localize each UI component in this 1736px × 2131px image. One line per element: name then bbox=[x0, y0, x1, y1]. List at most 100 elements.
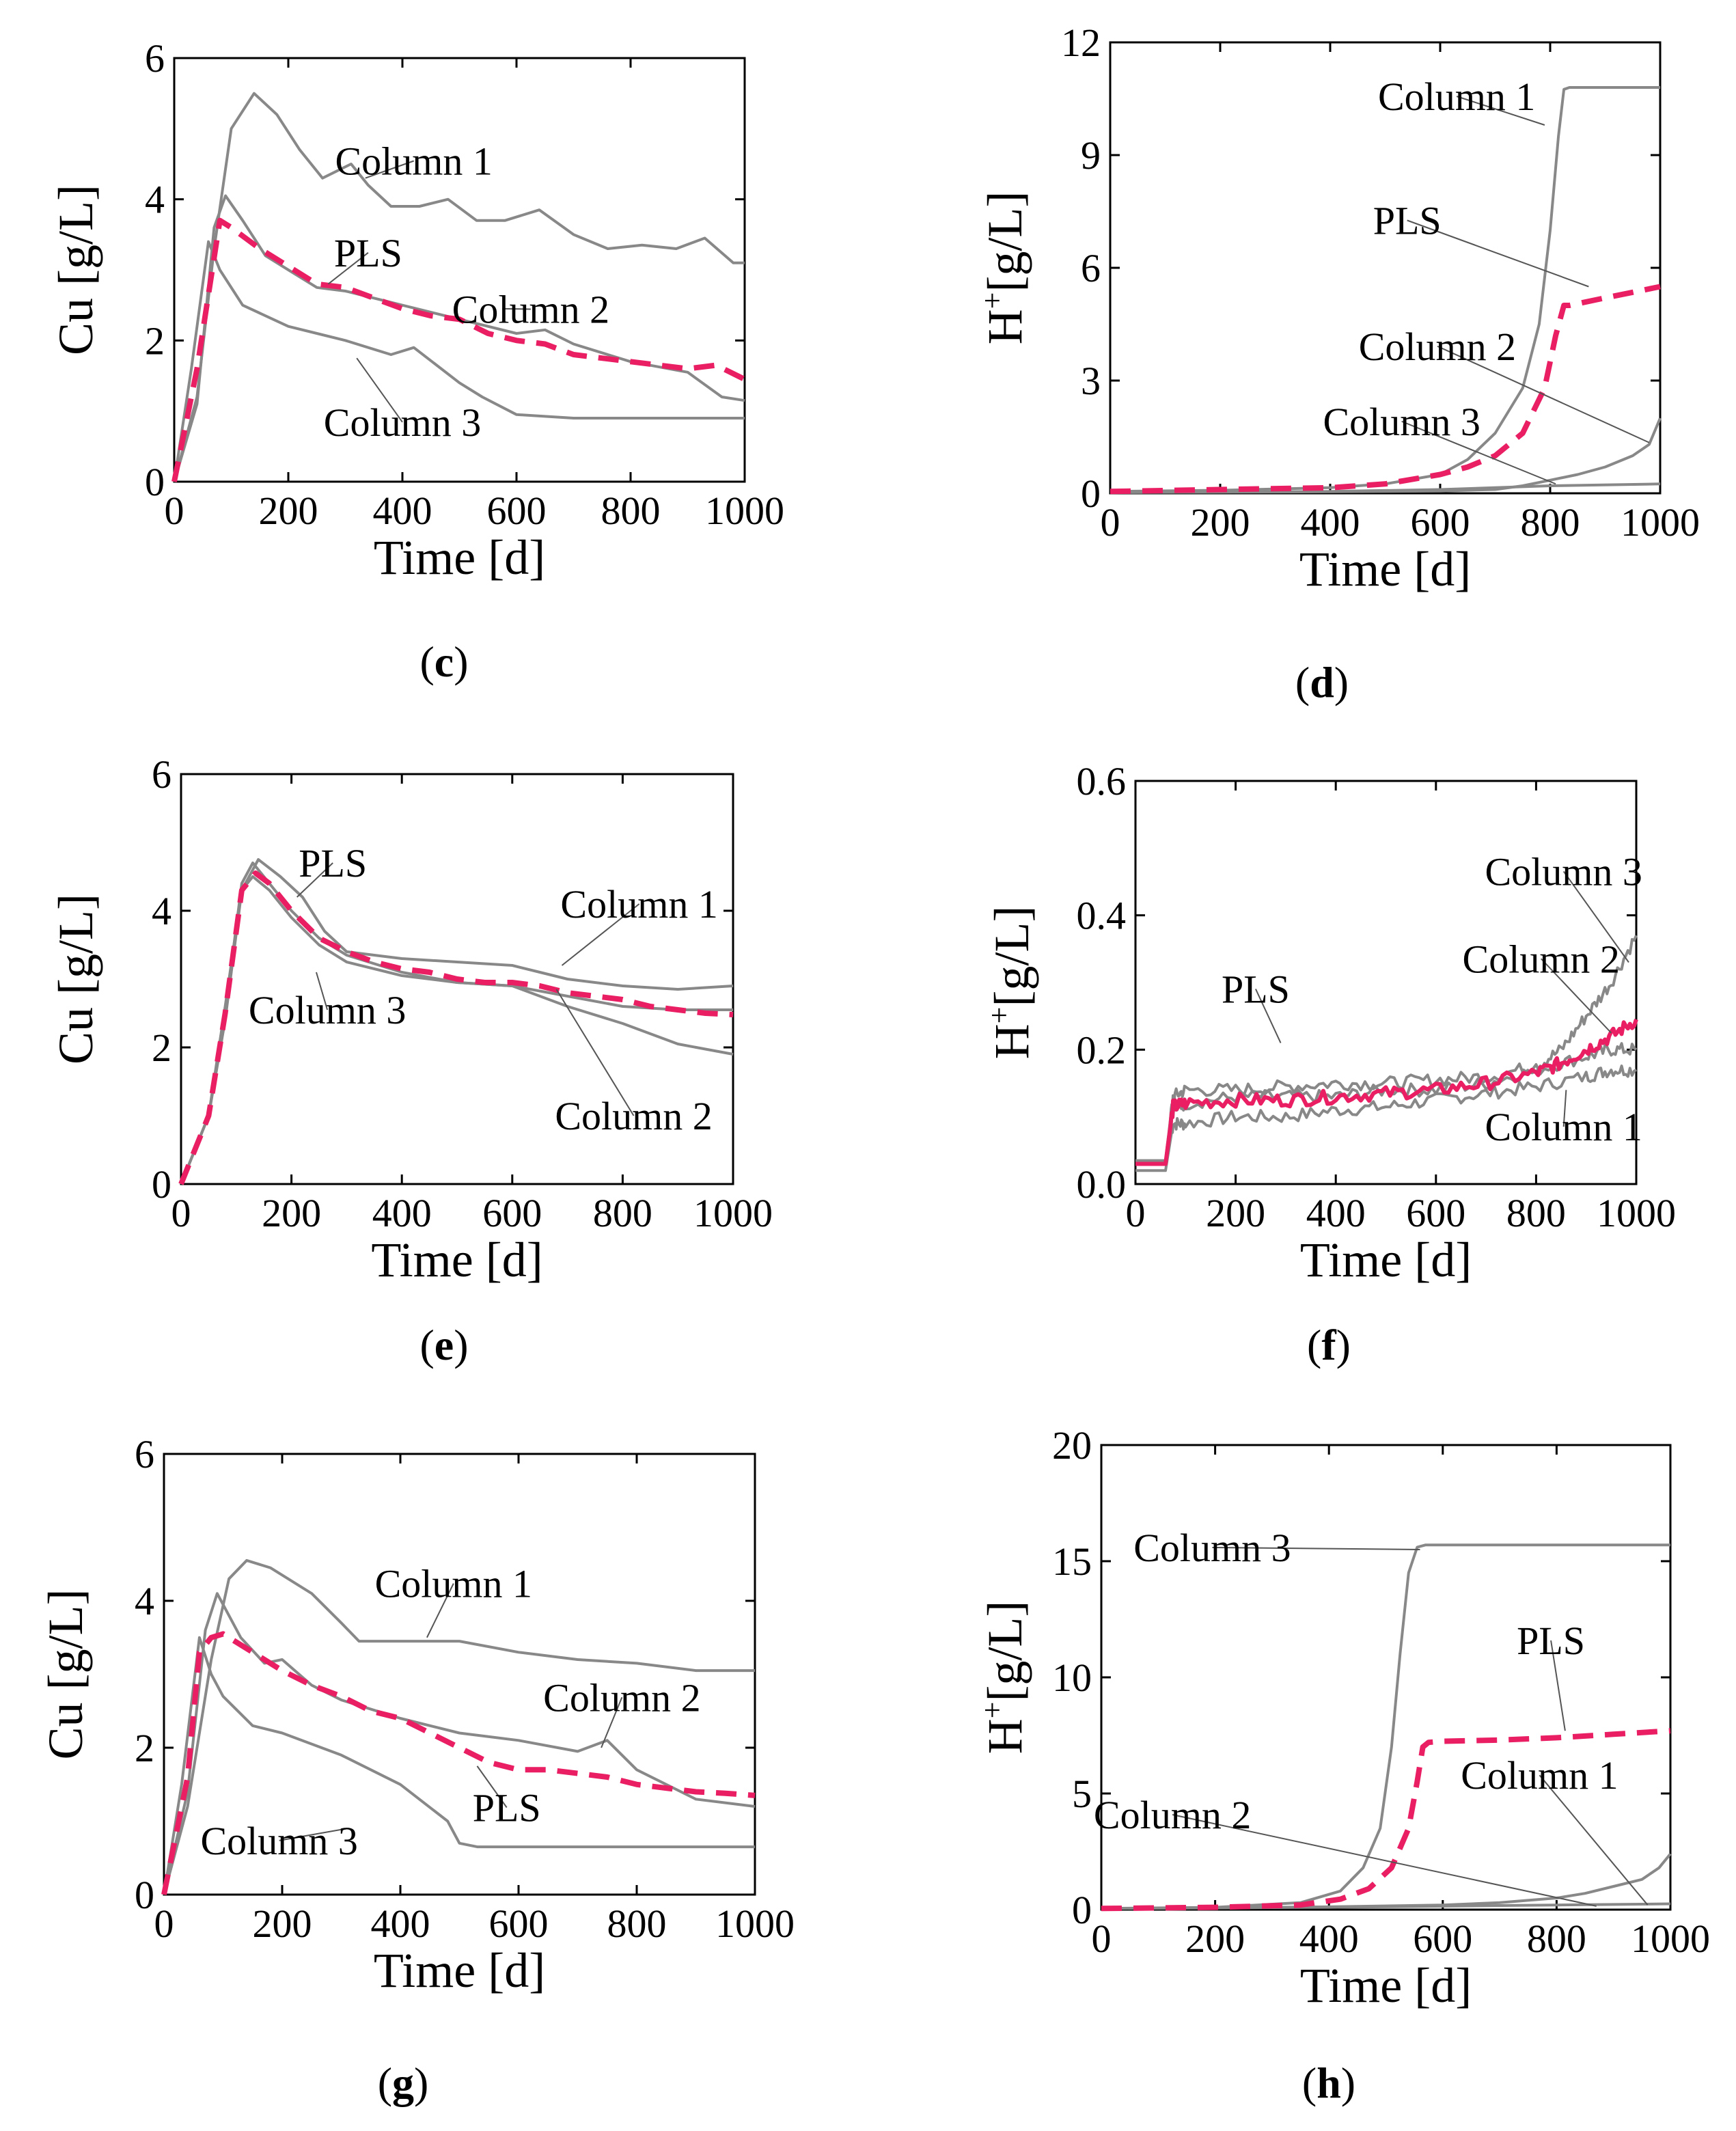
y-tick-label: 12 bbox=[1061, 20, 1101, 65]
chart-panel-e: 0 200 400 600 800 1000 0 2 4 6 Time [d] Cu [g/L] PLS… bbox=[49, 752, 773, 1369]
y-tick-label: 5 bbox=[1072, 1772, 1092, 1816]
x-tick-label: 200 bbox=[1191, 500, 1250, 545]
annotation-leader bbox=[1212, 1547, 1420, 1550]
y-tick-label: 0 bbox=[145, 460, 165, 504]
annotation-column-1: Column 1 bbox=[335, 139, 492, 184]
panel-caption: (h) bbox=[1302, 2059, 1355, 2107]
x-tick-label: 600 bbox=[489, 1901, 549, 1946]
annotation-column-3: Column 3 bbox=[200, 1819, 357, 1863]
annotation-column-2: Column 2 bbox=[452, 288, 609, 332]
y-tick-label: 2 bbox=[152, 1026, 171, 1070]
annotation-pls: PLS bbox=[1373, 199, 1442, 243]
x-tick-label: 200 bbox=[253, 1901, 312, 1946]
y-tick-label: 9 bbox=[1081, 133, 1101, 178]
y-tick-label: 4 bbox=[152, 889, 171, 933]
annotation-leader bbox=[1407, 219, 1589, 288]
annotation-column-1: Column 1 bbox=[1485, 1105, 1642, 1149]
x-tick-label: 800 bbox=[1506, 1191, 1566, 1235]
x-tick-label: 0 bbox=[1092, 1916, 1112, 1961]
series-line-column-3 bbox=[1110, 482, 1661, 494]
annotation-pls: PLS bbox=[334, 231, 402, 275]
y-tick-label: 0 bbox=[1072, 1888, 1092, 1932]
y-tick-label: 6 bbox=[135, 1432, 154, 1476]
x-tick-label: 400 bbox=[1306, 1191, 1366, 1235]
series-line-pls bbox=[1101, 1728, 1671, 1912]
y-axis-label: Cu [g/L] bbox=[38, 1589, 93, 1760]
y-tick-label: 6 bbox=[145, 36, 165, 81]
x-tick-label: 1000 bbox=[715, 1901, 795, 1946]
y-tick-label: 20 bbox=[1052, 1423, 1092, 1468]
y-tick-label: 6 bbox=[1081, 246, 1101, 290]
annotation-column-2: Column 2 bbox=[543, 1675, 700, 1720]
x-axis-label: Time [d] bbox=[374, 1943, 545, 1998]
x-tick-label: 400 bbox=[1299, 1916, 1359, 1961]
y-tick-label: 0.0 bbox=[1077, 1162, 1127, 1207]
series-line-column-3 bbox=[163, 1636, 755, 1895]
panel-caption: (d) bbox=[1295, 658, 1349, 706]
x-tick-label: 1000 bbox=[1597, 1191, 1676, 1235]
y-tick-label: 0.4 bbox=[1077, 894, 1127, 938]
annotation-column-3: Column 3 bbox=[1485, 849, 1642, 894]
chart-panel-d: 0 200 400 600 800 1000 0 3 6 9 12 Time [d] H+[g/L] Co… bbox=[976, 20, 1700, 706]
annotation-leader bbox=[561, 903, 640, 966]
series-line-column-2 bbox=[1101, 1902, 1671, 1910]
annotation-leader bbox=[1437, 345, 1650, 443]
x-tick-label: 200 bbox=[262, 1191, 321, 1235]
x-tick-label: 0 bbox=[1101, 500, 1120, 545]
annotation-column-3: Column 3 bbox=[1133, 1526, 1291, 1570]
x-tick-label: 1000 bbox=[693, 1191, 773, 1235]
x-axis-label: Time [d] bbox=[371, 1233, 542, 1287]
plot-frame bbox=[1134, 780, 1638, 1185]
y-axis-label: H+[g/L] bbox=[976, 1601, 1032, 1755]
panel-caption: (e) bbox=[419, 1321, 468, 1369]
series-line-pls bbox=[171, 217, 746, 482]
x-tick-label: 1000 bbox=[1631, 1916, 1710, 1961]
annotation-leader bbox=[1255, 989, 1282, 1043]
annotation-leader bbox=[1539, 1774, 1649, 1906]
x-tick-label: 1000 bbox=[1621, 500, 1700, 545]
series-line-column-3 bbox=[1101, 1543, 1670, 1910]
series-line-column-1 bbox=[1135, 1064, 1638, 1172]
panel-caption: (c) bbox=[419, 637, 468, 686]
x-tick-label: 400 bbox=[373, 489, 432, 533]
y-tick-label: 0.6 bbox=[1077, 759, 1127, 803]
annotation-leader bbox=[1456, 96, 1545, 126]
annotation-leader bbox=[476, 1765, 508, 1809]
annotation-leader bbox=[555, 989, 635, 1116]
y-axis-label: Cu [g/L] bbox=[49, 894, 103, 1064]
x-axis-label: Time [d] bbox=[1300, 1233, 1472, 1287]
annotation-column-1: Column 1 bbox=[1378, 74, 1535, 119]
y-tick-label: 3 bbox=[1081, 359, 1101, 403]
x-tick-label: 800 bbox=[607, 1901, 667, 1946]
y-tick-label: 10 bbox=[1052, 1655, 1092, 1700]
annotation-leader bbox=[1172, 1814, 1597, 1907]
x-axis-label: Time [d] bbox=[1299, 542, 1471, 596]
annotation-column-1: Column 1 bbox=[560, 882, 717, 926]
x-tick-label: 400 bbox=[1301, 500, 1360, 545]
x-tick-label: 200 bbox=[259, 489, 318, 533]
annotation-pls: PLS bbox=[1222, 967, 1290, 1012]
series-line-pls bbox=[1135, 1019, 1638, 1166]
x-tick-label: 800 bbox=[1521, 500, 1580, 545]
x-tick-label: 1000 bbox=[705, 489, 784, 533]
x-tick-label: 400 bbox=[371, 1901, 430, 1946]
series-line-column-1 bbox=[173, 92, 745, 482]
chart-panel-g: 0 200 400 600 800 1000 0 2 4 6 Time [d] Cu [g/L] Col… bbox=[38, 1432, 795, 2107]
series-line-pls bbox=[178, 870, 734, 1185]
series-line-pls bbox=[161, 1631, 756, 1895]
panel-caption: (g) bbox=[378, 2059, 429, 2107]
series-line-column-3 bbox=[173, 240, 745, 482]
x-tick-label: 800 bbox=[593, 1191, 652, 1235]
annotation-leader bbox=[1550, 1640, 1566, 1731]
annotation-pls: PLS bbox=[299, 841, 367, 885]
y-tick-label: 4 bbox=[145, 178, 165, 222]
annotation-leader bbox=[601, 1696, 623, 1748]
y-axis-label: H+[g/L] bbox=[982, 906, 1039, 1060]
x-tick-label: 0 bbox=[154, 1901, 174, 1946]
series-line-pls bbox=[1110, 284, 1661, 495]
annotation-column-2: Column 2 bbox=[555, 1094, 712, 1138]
series-line-column-2 bbox=[163, 1592, 756, 1895]
x-tick-label: 600 bbox=[1411, 500, 1470, 545]
annotation-pls: PLS bbox=[473, 1786, 541, 1830]
